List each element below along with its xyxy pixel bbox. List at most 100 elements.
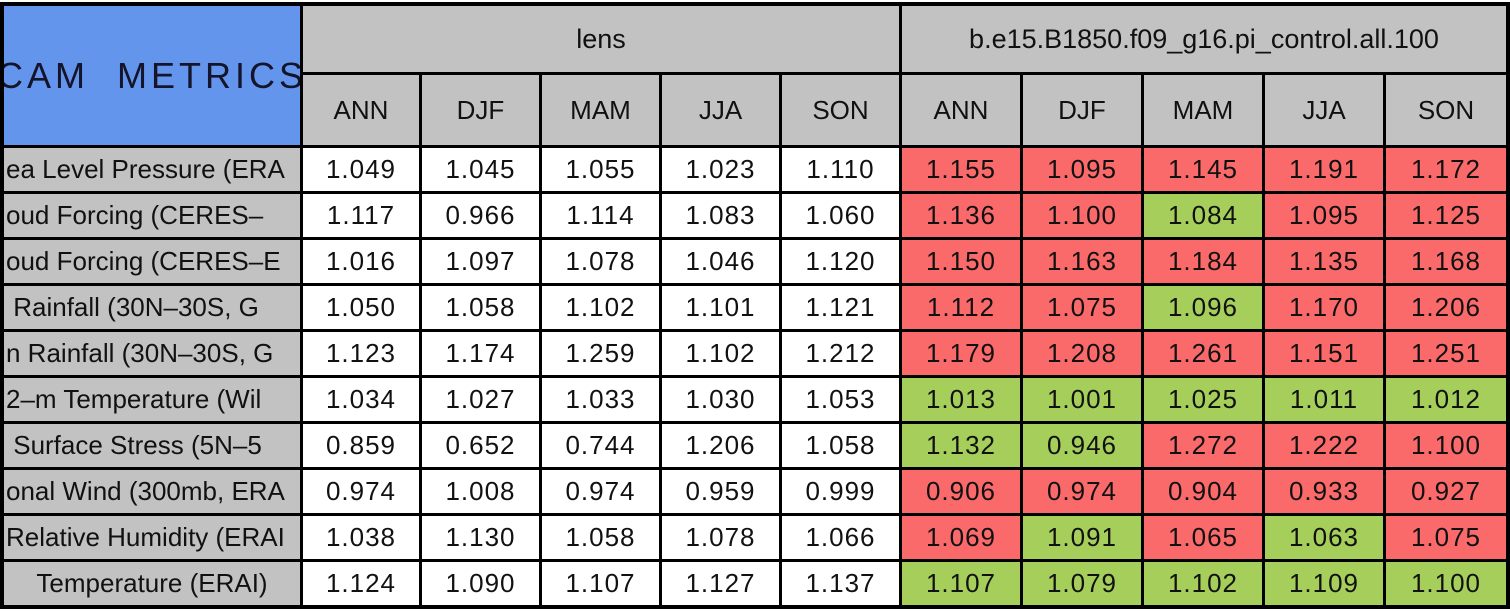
control-value-cell: 1.075 — [1023, 286, 1141, 329]
control-value-cell: 1.272 — [1144, 424, 1262, 467]
lens-value-cell: 0.974 — [303, 470, 419, 513]
control-value-cell: 1.102 — [1144, 562, 1262, 605]
control-value-cell: 1.150 — [902, 240, 1020, 283]
control-value-cell: 1.151 — [1265, 332, 1383, 375]
control-value-cell: 1.091 — [1023, 516, 1141, 559]
lens-value-cell: 1.027 — [422, 378, 539, 421]
control-value-cell: 1.095 — [1023, 148, 1141, 191]
metric-label: n Rainfall (30N–30S, G — [4, 332, 300, 375]
lens-value-cell: 1.114 — [542, 194, 659, 237]
lens-value-cell: 0.744 — [542, 424, 659, 467]
season-header: MAM — [1144, 75, 1262, 145]
lens-value-cell: 1.107 — [542, 562, 659, 605]
lens-value-cell: 1.055 — [542, 148, 659, 191]
season-header: SON — [782, 75, 899, 145]
season-header: SON — [1386, 75, 1506, 145]
season-header: ANN — [902, 75, 1020, 145]
lens-value-cell: 1.038 — [303, 516, 419, 559]
control-value-cell: 1.096 — [1144, 286, 1262, 329]
metric-label: Rainfall (30N–30S, G — [4, 286, 300, 329]
season-header: DJF — [1023, 75, 1141, 145]
control-value-cell: 1.012 — [1386, 378, 1506, 421]
lens-value-cell: 1.050 — [303, 286, 419, 329]
control-value-cell: 1.025 — [1144, 378, 1262, 421]
lens-value-cell: 1.174 — [422, 332, 539, 375]
lens-value-cell: 1.049 — [303, 148, 419, 191]
control-value-cell: 1.109 — [1265, 562, 1383, 605]
control-value-cell: 1.125 — [1386, 194, 1506, 237]
control-value-cell: 1.100 — [1386, 562, 1506, 605]
control-value-cell: 1.107 — [902, 562, 1020, 605]
lens-value-cell: 1.053 — [782, 378, 899, 421]
lens-value-cell: 1.058 — [782, 424, 899, 467]
lens-value-cell: 0.859 — [303, 424, 419, 467]
lens-value-cell: 0.966 — [422, 194, 539, 237]
metric-label: Relative Humidity (ERAI — [4, 516, 300, 559]
lens-value-cell: 1.121 — [782, 286, 899, 329]
metric-label: oud Forcing (CERES–E — [4, 240, 300, 283]
control-value-cell: 1.251 — [1386, 332, 1506, 375]
lens-value-cell: 1.030 — [662, 378, 779, 421]
control-value-cell: 1.179 — [902, 332, 1020, 375]
control-value-cell: 1.261 — [1144, 332, 1262, 375]
lens-value-cell: 1.046 — [662, 240, 779, 283]
lens-value-cell: 1.066 — [782, 516, 899, 559]
lens-value-cell: 1.212 — [782, 332, 899, 375]
lens-value-cell: 1.206 — [662, 424, 779, 467]
metric-label: ea Level Pressure (ERA — [4, 148, 300, 191]
lens-value-cell: 0.959 — [662, 470, 779, 513]
control-value-cell: 1.011 — [1265, 378, 1383, 421]
control-value-cell: 1.100 — [1023, 194, 1141, 237]
control-value-cell: 0.946 — [1023, 424, 1141, 467]
lens-value-cell: 1.130 — [422, 516, 539, 559]
lens-value-cell: 1.123 — [303, 332, 419, 375]
lens-value-cell: 1.023 — [662, 148, 779, 191]
metric-label: onal Wind (300mb, ERA — [4, 470, 300, 513]
lens-value-cell: 0.999 — [782, 470, 899, 513]
season-header: JJA — [662, 75, 779, 145]
lens-value-cell: 1.033 — [542, 378, 659, 421]
metric-label: oud Forcing (CERES– — [4, 194, 300, 237]
lens-value-cell: 1.127 — [662, 562, 779, 605]
lens-value-cell: 0.974 — [542, 470, 659, 513]
control-value-cell: 1.084 — [1144, 194, 1262, 237]
lens-value-cell: 1.124 — [303, 562, 419, 605]
control-value-cell: 1.136 — [902, 194, 1020, 237]
lens-value-cell: 1.078 — [542, 240, 659, 283]
metric-label: 2–m Temperature (Wil — [4, 378, 300, 421]
lens-value-cell: 1.110 — [782, 148, 899, 191]
lens-value-cell: 1.016 — [303, 240, 419, 283]
control-value-cell: 0.904 — [1144, 470, 1262, 513]
control-value-cell: 1.065 — [1144, 516, 1262, 559]
control-value-cell: 1.172 — [1386, 148, 1506, 191]
control-value-cell: 1.100 — [1386, 424, 1506, 467]
group-header-control-run: b.e15.B1850.f09_g16.pi_control.all.100 — [902, 6, 1506, 72]
lens-value-cell: 1.034 — [303, 378, 419, 421]
lens-value-cell: 1.102 — [662, 332, 779, 375]
control-value-cell: 1.132 — [902, 424, 1020, 467]
lens-value-cell: 1.008 — [422, 470, 539, 513]
control-value-cell: 1.155 — [902, 148, 1020, 191]
control-value-cell: 1.168 — [1386, 240, 1506, 283]
control-value-cell: 1.112 — [902, 286, 1020, 329]
lens-value-cell: 1.097 — [422, 240, 539, 283]
control-value-cell: 1.206 — [1386, 286, 1506, 329]
lens-value-cell: 1.045 — [422, 148, 539, 191]
lens-value-cell: 1.117 — [303, 194, 419, 237]
control-value-cell: 0.974 — [1023, 470, 1141, 513]
control-value-cell: 1.095 — [1265, 194, 1383, 237]
control-value-cell: 1.001 — [1023, 378, 1141, 421]
control-value-cell: 1.079 — [1023, 562, 1141, 605]
lens-value-cell: 1.137 — [782, 562, 899, 605]
lens-value-cell: 1.101 — [662, 286, 779, 329]
control-value-cell: 1.170 — [1265, 286, 1383, 329]
table-title-cell: CAM METRICS — [4, 6, 300, 145]
lens-value-cell: 1.078 — [662, 516, 779, 559]
metric-label: Temperature (ERAI) — [4, 562, 300, 605]
control-value-cell: 1.184 — [1144, 240, 1262, 283]
metric-label: Surface Stress (5N–5 — [4, 424, 300, 467]
lens-value-cell: 1.090 — [422, 562, 539, 605]
control-value-cell: 1.069 — [902, 516, 1020, 559]
control-value-cell: 1.013 — [902, 378, 1020, 421]
